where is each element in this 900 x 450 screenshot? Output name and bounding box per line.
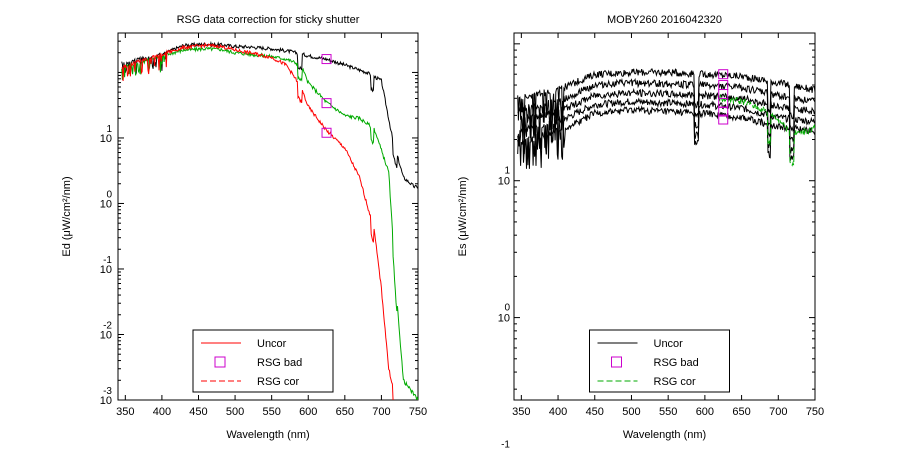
x-tick-label: 650 — [732, 406, 750, 418]
y-axis-label: Es (μW/cm²/nm) — [457, 177, 469, 257]
x-tick-label: 550 — [262, 406, 280, 418]
y-tick-exponent: 1 — [106, 124, 112, 135]
y-tick-label: 10 — [498, 176, 510, 188]
legend-label: Uncor — [257, 338, 287, 350]
legend-label: RSG cor — [257, 376, 300, 388]
x-tick-label: 500 — [226, 406, 244, 418]
x-tick-label: 600 — [299, 406, 317, 418]
figure: RSG data correction for sticky shutter Wa… — [0, 0, 900, 450]
y-tick-label: 10 — [498, 313, 510, 325]
x-tick-label: 750 — [409, 406, 427, 418]
y-tick-exponent-mark: 1 — [504, 166, 510, 177]
legend-label: RSG bad — [257, 357, 302, 369]
y-tick-exponent: -3 — [103, 386, 112, 397]
x-tick-label: 650 — [336, 406, 354, 418]
y-tick-exponent: 0 — [106, 189, 112, 200]
y-tick-exponent: -2 — [103, 320, 112, 331]
x-tick-label: 400 — [153, 406, 171, 418]
y-tick-exponent: -1 — [103, 255, 112, 266]
x-tick-label: 550 — [659, 406, 677, 418]
x-tick-label: 700 — [769, 406, 787, 418]
legend-label: RSG cor — [654, 376, 697, 388]
x-tick-label: 700 — [372, 406, 390, 418]
es-panel: MOBY260 2016042320 Wavelength (nm) Es (μW/… — [457, 14, 824, 450]
chart-title: RSG data correction for sticky shutter — [177, 14, 360, 26]
y-axis-label: Ed (μW/cm²/nm) — [61, 176, 73, 256]
x-tick-label: 350 — [512, 406, 530, 418]
ed-panel: RSG data correction for sticky shutter Wa… — [61, 14, 427, 441]
x-axis-label: Wavelength (nm) — [623, 429, 706, 441]
y-tick-exponent-mark: -1 — [501, 439, 510, 450]
legend-label: RSG bad — [654, 357, 699, 369]
x-tick-label: 450 — [189, 406, 207, 418]
x-tick-label: 350 — [116, 406, 134, 418]
y-tick-exponent-mark: 0 — [504, 303, 510, 314]
chart-title: MOBY260 2016042320 — [607, 14, 722, 26]
legend-label: Uncor — [654, 338, 684, 350]
x-tick-label: 450 — [586, 406, 604, 418]
x-tick-label: 400 — [549, 406, 567, 418]
x-tick-label: 600 — [696, 406, 714, 418]
x-tick-label: 500 — [622, 406, 640, 418]
plot-area — [518, 69, 815, 169]
x-tick-label: 750 — [806, 406, 824, 418]
x-axis-label: Wavelength (nm) — [226, 429, 309, 441]
